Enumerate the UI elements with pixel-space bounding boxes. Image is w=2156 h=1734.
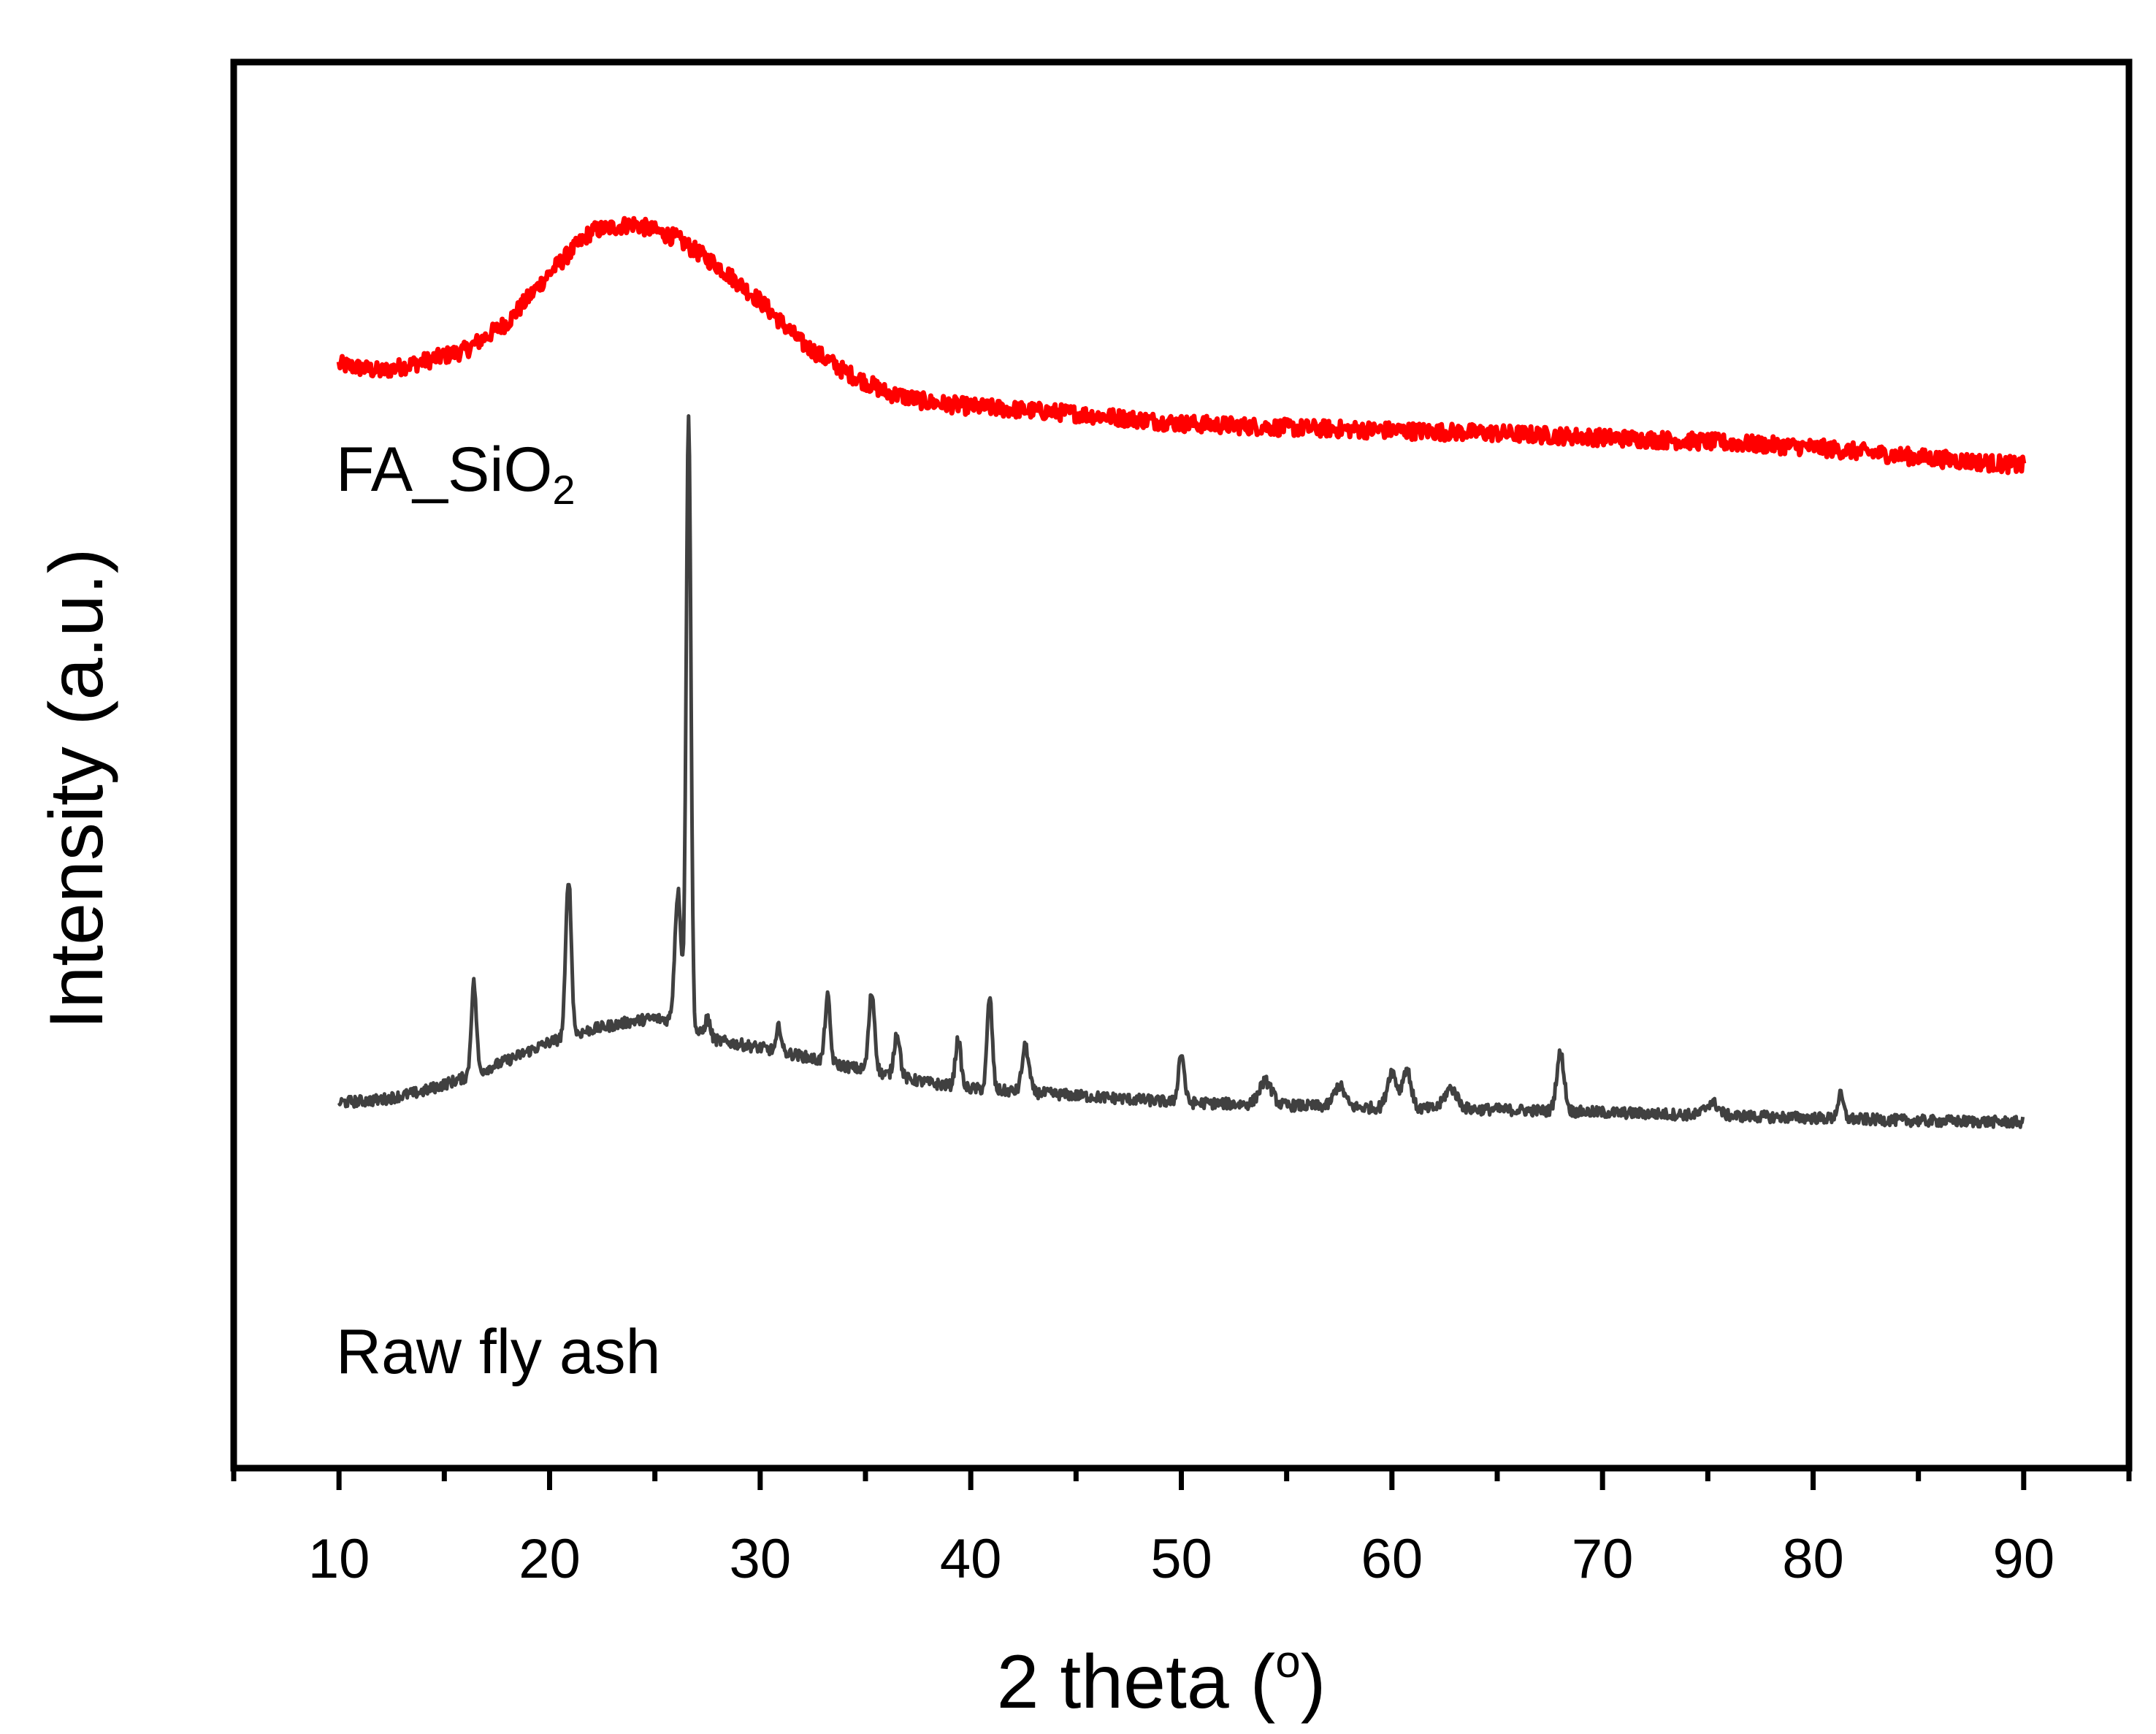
- series-line-raw-fly-ash: [337, 414, 2025, 1129]
- x-tick-label: 30: [730, 1528, 792, 1590]
- x-tick-label: 60: [1361, 1528, 1423, 1590]
- series-label-raw-fly-ash: Raw fly ash: [336, 1317, 661, 1387]
- series-line-fa-sio2: [336, 215, 2027, 475]
- x-axis-label: 2 theta (o): [997, 1637, 1326, 1725]
- series-label-fa-sio2: FA_SiO2: [336, 435, 576, 513]
- x-tick-label: 50: [1150, 1528, 1212, 1590]
- series-label-fa-sio2-subscript: 2: [552, 467, 575, 513]
- x-tick-label: 40: [940, 1528, 1002, 1590]
- series-layer: [336, 215, 2027, 1129]
- series-label-fa-sio2-main: FA_SiO: [336, 435, 552, 505]
- x-tick-label: 10: [308, 1528, 370, 1590]
- x-axis-label-superscript: o: [1275, 1637, 1300, 1687]
- x-axis-label-main: 2 theta (: [997, 1640, 1276, 1725]
- x-tick-label: 20: [519, 1528, 581, 1590]
- y-axis-label: Intensity (a.u.): [34, 549, 119, 1030]
- x-tick-label: 80: [1782, 1528, 1844, 1590]
- x-axis-ticks: 10 20 30 40 50 60 70 80 90: [231, 1468, 2132, 1590]
- x-tick-label: 90: [1993, 1528, 2055, 1590]
- x-axis-label-close: ): [1301, 1640, 1326, 1725]
- x-tick-label: 70: [1572, 1528, 1634, 1590]
